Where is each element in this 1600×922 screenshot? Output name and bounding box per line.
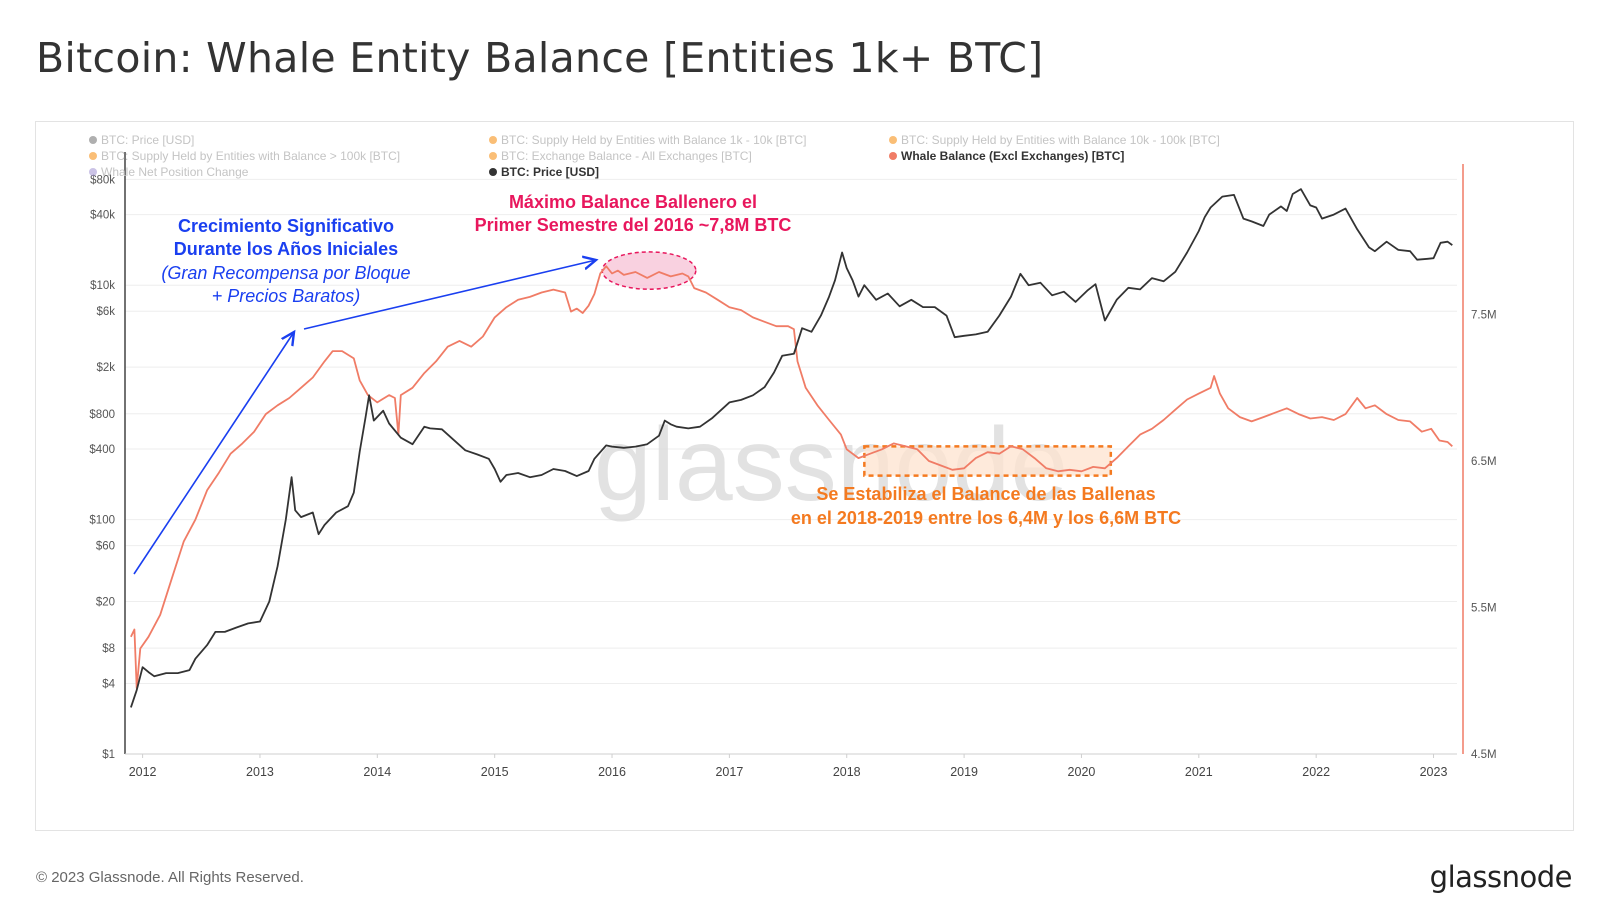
growth-annotation-note: + Precios Baratos)	[212, 286, 361, 306]
legend-marker	[89, 168, 97, 176]
y-left-tick-label: $40k	[90, 210, 115, 222]
x-tick-label: 2021	[1185, 765, 1213, 779]
x-tick-label: 2013	[246, 765, 274, 779]
legend-item-label: BTC: Supply Held by Entities with Balanc…	[901, 133, 1220, 147]
legend-item-label: BTC: Price [USD]	[101, 133, 194, 147]
x-tick-label: 2020	[1068, 765, 1096, 779]
stable-range-box	[863, 445, 1113, 477]
x-tick-label: 2016	[598, 765, 626, 779]
y-left-tick-label: $8	[102, 643, 115, 655]
legend-marker	[89, 136, 97, 144]
page-title: Bitcoin: Whale Entity Balance [Entities …	[36, 34, 1044, 82]
y-left-tick-label: $20	[96, 597, 115, 609]
y-right-tick-label: 4.5M	[1471, 749, 1497, 761]
y-left-tick-label: $80k	[90, 174, 115, 186]
y-left-tick-label: $2k	[96, 362, 115, 374]
x-tick-label: 2012	[129, 765, 157, 779]
chart-svg: $1 $4 $8 $20 $60 $100 $400 $800 $2k $6k $10k $40k $8…	[89, 133, 1497, 779]
growth-annotation-title: Durante los Años Iniciales	[174, 239, 398, 259]
y-left-tick-label: $10k	[90, 280, 115, 292]
x-tick-label: 2015	[481, 765, 509, 779]
y-right-tick-label: 7.5M	[1471, 310, 1497, 322]
x-tick-label: 2022	[1302, 765, 1330, 779]
peak-annotation-text: Máximo Balance Ballenero el	[509, 192, 757, 212]
y-left-tick-label: $6k	[96, 306, 115, 318]
btc-price-line	[130, 188, 1453, 708]
legend-marker	[889, 152, 897, 160]
peak-annotation-text: Primer Semestre del 2016 ~7,8M BTC	[475, 215, 792, 235]
legend-marker	[489, 168, 497, 176]
legend-item-label: BTC: Price [USD]	[501, 165, 599, 179]
x-tick-label: 2019	[950, 765, 978, 779]
legend-marker	[889, 136, 897, 144]
growth-annotation-note: (Gran Recompensa por Bloque	[161, 263, 410, 283]
whale-balance-line	[130, 265, 1453, 689]
chart-panel: $1 $4 $8 $20 $60 $100 $400 $800 $2k $6k $10k $40k $8…	[35, 121, 1574, 831]
stable-annotation-text: en el 2018-2019 entre los 6,4M y los 6,6…	[791, 508, 1181, 528]
copyright-text: © 2023 Glassnode. All Rights Reserved.	[36, 869, 304, 886]
x-tick-label: 2018	[833, 765, 861, 779]
stable-annotation-text: Se Estabiliza el Balance de las Ballenas	[816, 484, 1155, 504]
legend-item-label: BTC: Supply Held by Entities with Balanc…	[101, 149, 400, 163]
y-left-tick-label: $800	[89, 409, 115, 421]
growth-arrow-1	[133, 332, 294, 575]
y-left-tick-label: $60	[96, 541, 115, 553]
y-left-tick-label: $400	[89, 444, 115, 456]
legend-item-label: Whale Net Position Change	[101, 165, 249, 179]
legend-marker	[489, 152, 497, 160]
growth-arrow-2	[303, 260, 596, 330]
y-left-tick-label: $100	[89, 515, 115, 527]
legend-item-label: Whale Balance (Excl Exchanges) [BTC]	[901, 149, 1124, 163]
y-right-tick-label: 5.5M	[1471, 603, 1497, 615]
x-tick-label: 2014	[363, 765, 391, 779]
growth-annotation-title: Crecimiento Significativo	[178, 216, 394, 236]
legend-item-label: BTC: Exchange Balance - All Exchanges [B…	[501, 149, 752, 163]
legend-item-label: BTC: Supply Held by Entities with Balanc…	[501, 133, 806, 147]
legend-marker	[89, 152, 97, 160]
glassnode-logo: glassnode	[1429, 860, 1573, 894]
x-tick-label: 2017	[715, 765, 743, 779]
legend-marker	[489, 136, 497, 144]
x-tick-label: 2023	[1420, 765, 1448, 779]
y-right-tick-label: 6.5M	[1471, 456, 1497, 468]
y-left-tick-label: $1	[102, 749, 115, 761]
y-left-tick-label: $4	[102, 678, 115, 690]
